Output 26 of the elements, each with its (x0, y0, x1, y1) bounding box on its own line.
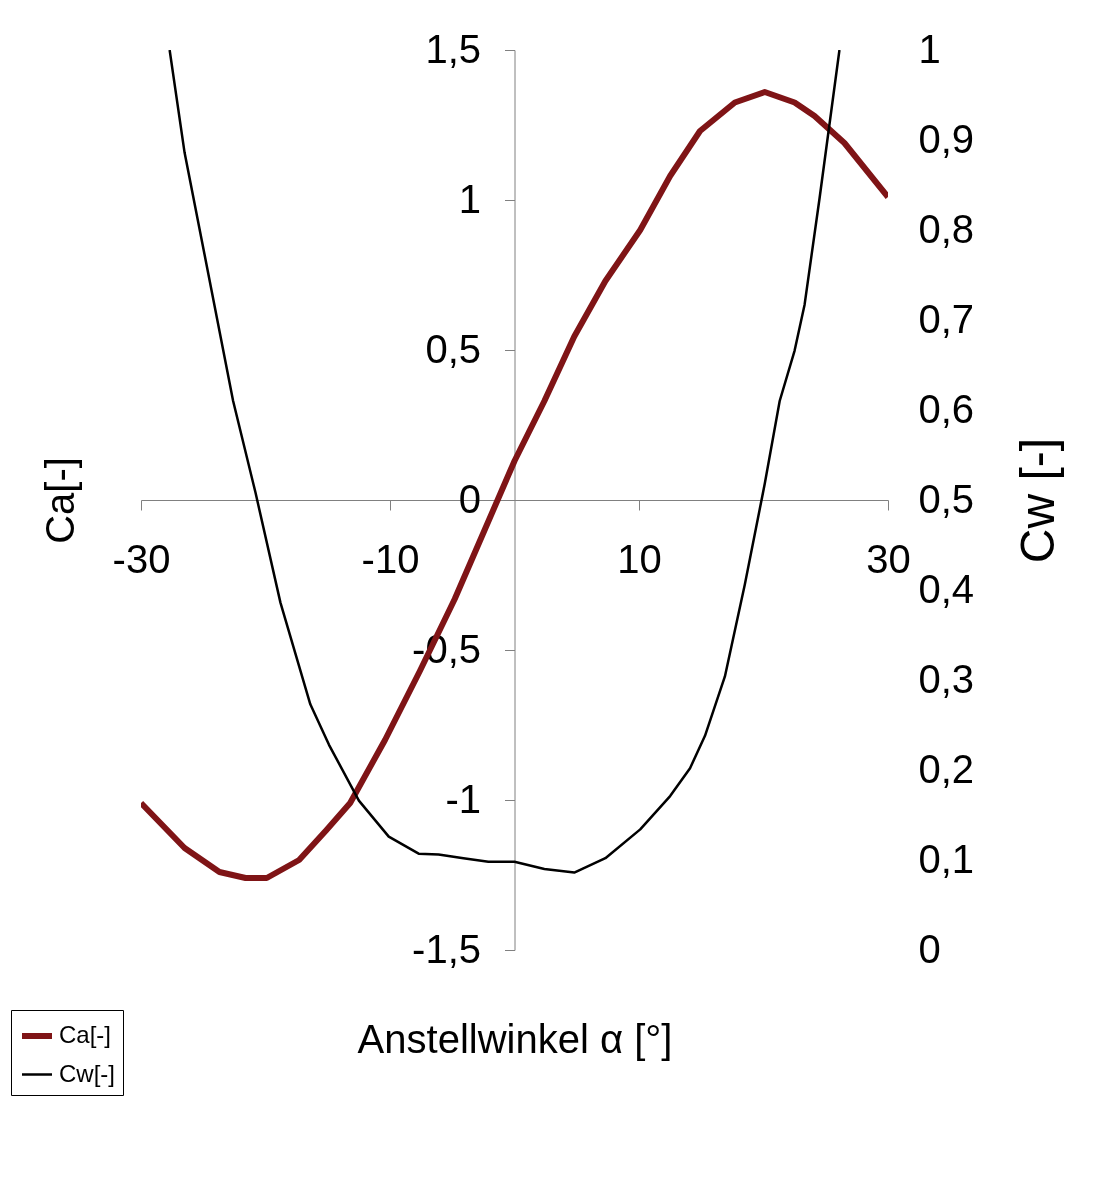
y-tick-label: -1,5 (412, 926, 481, 971)
y-axis-title: Ca[-] (37, 457, 82, 544)
y2-tick-label: 0,7 (918, 296, 975, 341)
y2-tick-label: 0 (918, 926, 941, 971)
y2-tick-label: 0,4 (918, 566, 975, 611)
y-tick-label: 0,5 (425, 326, 481, 371)
y2-tick-label: 0,1 (918, 836, 975, 881)
y2-tick-label: 0,3 (918, 656, 975, 701)
y2-tick-label: 0,5 (918, 476, 975, 521)
y2-tick-label: 0,8 (918, 206, 975, 251)
y-tick-label: 0 (458, 476, 481, 521)
x-tick-label: -10 (361, 536, 420, 581)
y-tick-label: -1 (445, 776, 481, 821)
y2-axis-title: Cw [-] (1010, 437, 1064, 564)
y2-tick-label: 0,2 (918, 746, 975, 791)
y2-tick-label: 0,6 (918, 386, 975, 431)
x-tick-label: 10 (617, 536, 662, 581)
y-tick-label: 1 (458, 176, 481, 221)
x-tick-label: 30 (866, 536, 911, 581)
y2-tick-label: 0,9 (918, 116, 975, 161)
y-tick-label: 1,5 (425, 26, 481, 71)
y2-tick-label: 1 (918, 26, 941, 71)
legend-label: Cw[-] (59, 1059, 115, 1087)
legend-label: Ca[-] (59, 1021, 112, 1048)
x-axis-title: Anstellwinkel α [°] (357, 1016, 673, 1061)
x-tick-label: -30 (112, 536, 171, 581)
